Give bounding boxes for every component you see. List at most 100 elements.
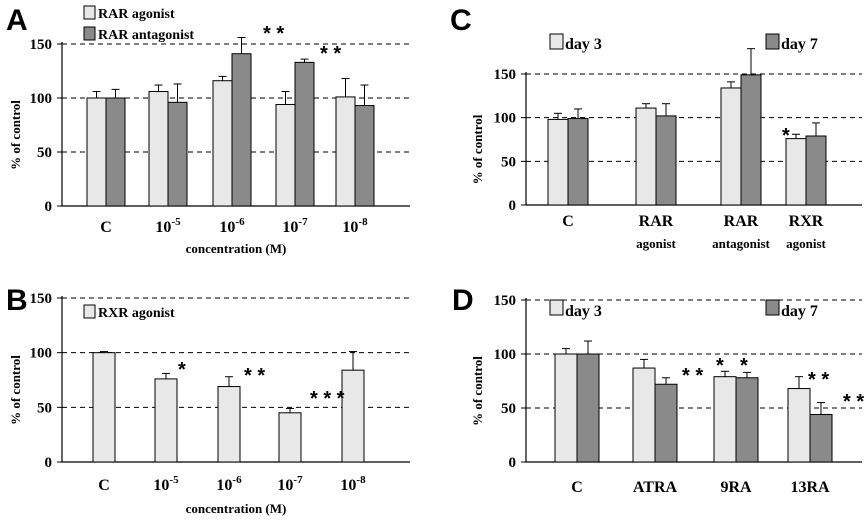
x-tick-label: C: [100, 219, 112, 236]
significance-marker: * *: [682, 365, 703, 387]
x-tick-label-exponent: -7: [298, 216, 308, 228]
y-axis-label: % of control: [8, 100, 23, 170]
x-tick-label-exponent: -6: [235, 216, 245, 228]
x-tick-label-text: 9RA: [720, 479, 752, 496]
significance-marker: * *: [263, 23, 284, 45]
bar-day-3: [720, 87, 742, 206]
x-tick-label: 9RA: [720, 479, 752, 496]
x-tick-label-text: 10: [340, 477, 356, 494]
legend-label: RXR agonist: [98, 306, 175, 321]
y-tick-label: 0: [509, 455, 517, 471]
panel-letter: D: [452, 284, 474, 317]
bar-day-7: [576, 353, 600, 463]
y-tick-label: 150: [30, 37, 53, 53]
bar-day-3: [713, 376, 737, 463]
bar-day-7: [655, 115, 677, 206]
significance-marker: *: [740, 355, 748, 377]
y-tick-label: 100: [30, 91, 53, 107]
y-tick-label: 0: [509, 198, 517, 214]
y-tick-label: 0: [45, 199, 53, 215]
y-tick-label: 50: [501, 154, 516, 170]
legend-label: day 7: [781, 36, 818, 53]
bar-rxr-agonist: [154, 378, 178, 463]
legend-swatch: [765, 299, 780, 316]
panel-d: D % of control 0 50 100 150 C ATRA 9RA 13RA day 3 d…: [452, 284, 867, 496]
bar-day-7: [805, 135, 827, 206]
legend-swatch: [549, 33, 564, 50]
x-tick-label-line2: agonist: [636, 236, 676, 251]
y-tick-label: 100: [494, 111, 517, 127]
x-tick-label: C: [562, 213, 574, 230]
x-tick-label-line2: antagonist: [712, 236, 770, 251]
legend-swatch: [549, 299, 564, 316]
y-tick-label: 100: [494, 347, 517, 363]
bar-day-7: [735, 377, 759, 463]
x-tick-label-exponent: -7: [293, 474, 303, 486]
legend-swatch: [765, 33, 780, 50]
bar-rar-agonist: [148, 91, 169, 207]
legend-label: day 3: [565, 303, 602, 320]
x-tick-label: 10-8: [340, 474, 366, 494]
x-tick-label-exponent: -8: [356, 474, 366, 486]
x-tick-label: RAR: [724, 213, 759, 230]
significance-marker: * * *: [310, 388, 345, 410]
significance-marker: * *: [808, 369, 829, 391]
bar-rar-antagonist: [231, 53, 252, 207]
bar-day-7: [654, 383, 678, 463]
legend-label: day 3: [565, 36, 602, 53]
x-tick-label-exponent: -5: [171, 216, 181, 228]
y-tick-label: 100: [30, 346, 53, 362]
bar-day-3: [547, 118, 569, 206]
x-tick-label-text: 10: [219, 219, 235, 236]
bar-day-3: [632, 367, 656, 463]
x-tick-label: ATRA: [633, 479, 678, 496]
x-tick-label: 10-5: [153, 474, 179, 494]
x-tick-label-text: C: [100, 219, 112, 236]
x-tick-label-text: 10: [342, 219, 358, 236]
y-tick-label: 50: [37, 400, 52, 416]
bar-rxr-agonist: [92, 352, 116, 463]
y-axis-label: % of control: [470, 356, 485, 426]
y-tick-label: 150: [494, 67, 517, 83]
x-tick-label: 10-7: [282, 216, 308, 236]
x-tick-label-text: RAR: [724, 213, 759, 230]
x-tick-label-text: C: [571, 479, 583, 496]
y-axis-label: % of control: [470, 114, 485, 184]
x-tick-label-text: C: [98, 477, 110, 494]
bar-rxr-agonist: [341, 369, 365, 463]
x-tick-label-text: 10: [282, 219, 298, 236]
x-tick-label-text: RAR: [639, 213, 674, 230]
panel-letter: B: [6, 284, 28, 317]
bar-rxr-agonist: [217, 386, 241, 463]
panel-c: C % of control 0 50 100 150 C RAR agonist RAR anta…: [450, 4, 862, 251]
bar-rar-antagonist: [167, 101, 188, 207]
bar-day-7: [809, 413, 833, 463]
significance-marker: * * *: [843, 391, 867, 413]
bar-day-7: [740, 74, 762, 206]
x-tick-label: 10-5: [155, 216, 181, 236]
x-tick-label-text: C: [562, 213, 574, 230]
x-tick-label: C: [98, 477, 110, 494]
x-tick-label-exponent: -6: [232, 474, 242, 486]
significance-marker: *: [782, 125, 790, 147]
x-tick-label: RAR: [639, 213, 674, 230]
significance-marker: *: [716, 355, 724, 377]
y-tick-label: 150: [30, 291, 53, 307]
significance-marker: *: [178, 359, 186, 381]
panel-letter: C: [450, 4, 472, 37]
x-tick-label: 10-8: [342, 216, 368, 236]
y-tick-label: 50: [37, 145, 52, 161]
bar-rar-agonist: [212, 80, 233, 207]
x-tick-label: 10-6: [216, 474, 242, 494]
significance-marker: * *: [320, 43, 341, 65]
legend-label: RAR agonist: [98, 7, 175, 22]
bar-day-3: [787, 388, 811, 463]
x-tick-label: 13RA: [790, 479, 830, 496]
x-tick-label-text: ATRA: [633, 479, 678, 496]
x-tick-label-text: 13RA: [790, 479, 830, 496]
bar-rar-antagonist: [354, 105, 375, 207]
legend-label: RAR antagonist: [98, 28, 194, 43]
y-axis-label: % of control: [8, 355, 23, 425]
